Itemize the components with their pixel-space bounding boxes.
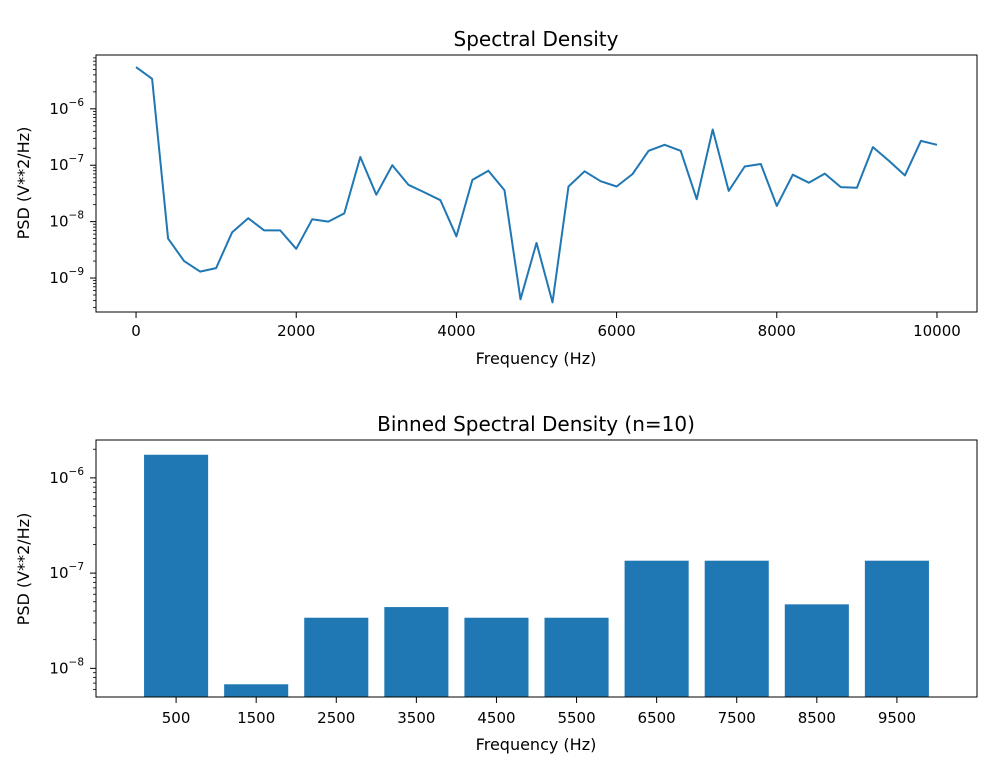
x-tick-label: 4500 — [477, 709, 515, 727]
x-tick-label: 6000 — [597, 322, 635, 340]
spectral-density-chart: Spectral Density 0 2000 4000 6000 8000 10000 … — [14, 27, 978, 368]
x-tick-label: 2500 — [317, 709, 355, 727]
plot-frame — [95, 439, 978, 698]
bar-500 — [144, 454, 209, 697]
x-tick-label: 5500 — [557, 709, 595, 727]
x-tick-label: 2000 — [277, 322, 315, 340]
y-axis-label: PSD (V**2/Hz) — [14, 127, 33, 240]
x-ticks: 500 1500 2500 3500 4500 5500 6500 7500 8500 9500 — [162, 697, 916, 727]
x-tick-label: 3500 — [397, 709, 435, 727]
psd-line-series — [135, 66, 938, 304]
x-tick-label: 0 — [131, 322, 141, 340]
bar-3500 — [384, 607, 449, 697]
x-tick-label: 8000 — [758, 322, 796, 340]
y-tick-label: 10−6 — [49, 97, 84, 118]
bar-4500 — [464, 617, 529, 697]
x-axis-label: Frequency (Hz) — [476, 349, 597, 368]
x-tick-label: 500 — [162, 709, 191, 727]
x-tick-label: 6500 — [638, 709, 676, 727]
y-axis-label: PSD (V**2/Hz) — [14, 513, 33, 626]
y-ticks: 10−8 10−7 10−6 — [49, 448, 96, 690]
x-axis-label: Frequency (Hz) — [476, 735, 597, 754]
x-ticks: 0 2000 4000 6000 8000 10000 — [131, 312, 961, 340]
bars — [144, 454, 929, 697]
y-tick-label: 10−8 — [49, 656, 84, 677]
y-ticks: 10−9 10−8 10−7 10−6 — [49, 57, 96, 308]
bar-6500 — [624, 560, 689, 697]
binned-spectral-density-chart: Binned Spectral Density (n=10) 500 1500 25… — [14, 412, 978, 754]
y-tick-label: 10−8 — [49, 210, 84, 231]
x-tick-label: 10000 — [913, 322, 961, 340]
bar-8500 — [784, 604, 849, 697]
y-tick-label: 10−7 — [49, 561, 84, 582]
y-tick-label: 10−9 — [49, 266, 84, 287]
chart-title: Spectral Density — [454, 27, 619, 51]
bar-2500 — [304, 617, 369, 697]
x-tick-label: 9500 — [878, 709, 916, 727]
x-tick-label: 8500 — [798, 709, 836, 727]
bar-5500 — [544, 617, 609, 697]
y-tick-label: 10−7 — [49, 153, 84, 174]
plot-frame — [95, 54, 978, 313]
bar-9500 — [864, 560, 929, 697]
x-tick-label: 4000 — [437, 322, 475, 340]
x-tick-label: 1500 — [237, 709, 275, 727]
bar-1500 — [224, 684, 289, 697]
chart-title: Binned Spectral Density (n=10) — [377, 412, 695, 436]
bar-7500 — [704, 560, 769, 697]
x-tick-label: 7500 — [718, 709, 756, 727]
y-tick-label: 10−6 — [49, 466, 84, 487]
